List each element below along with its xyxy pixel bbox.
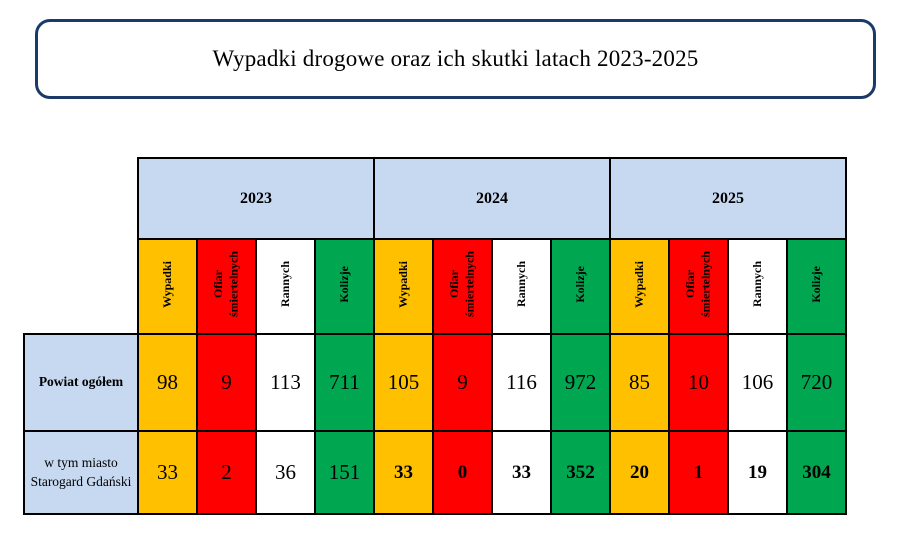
category-header-row: Wypadki Ofiar śmiertelnych Rannych Kolizje W… [24, 238, 847, 335]
value-cell: 0 [432, 430, 493, 515]
value-cell: 352 [550, 430, 611, 515]
value-cell: 1 [668, 430, 729, 515]
category-header-cell: Rannych [491, 238, 552, 335]
category-header-label: Kolizje [572, 265, 587, 303]
value-cell: 33 [491, 430, 552, 515]
category-header-cell: Wypadki [609, 238, 670, 335]
category-header-cell: Kolizje [786, 238, 847, 335]
category-header-label: Rannych [749, 260, 764, 307]
value-cell: 105 [373, 333, 434, 432]
row-label-cell: w tym miasto Starogard Gdański [23, 430, 139, 515]
category-header-label: Wypadki [631, 260, 646, 308]
category-header-cell: Ofiar śmiertelnych [196, 238, 257, 335]
value-cell: 2 [196, 430, 257, 515]
value-cell: 151 [314, 430, 375, 515]
table-corner-spacer [24, 158, 138, 334]
value-cell: 98 [137, 333, 198, 432]
category-header-label: Kolizje [336, 265, 351, 303]
value-cell: 36 [255, 430, 316, 515]
category-header-cell: Rannych [255, 238, 316, 335]
value-cell: 9 [432, 333, 493, 432]
category-header-label: Ofiar śmiertelnych [682, 251, 713, 317]
category-header-label: Wypadki [159, 260, 174, 308]
value-cell: 304 [786, 430, 847, 515]
value-cell: 9 [196, 333, 257, 432]
value-cell: 106 [727, 333, 788, 432]
year-header-row: 2023 2024 2025 [24, 157, 847, 240]
value-cell: 33 [137, 430, 198, 515]
table-row: w tym miasto Starogard Gdański 33 2 36 151 33… [23, 430, 847, 515]
category-header-label: Rannych [277, 260, 292, 307]
category-header-cell: Ofiar śmiertelnych [668, 238, 729, 335]
category-header-cell: Kolizje [314, 238, 375, 335]
value-cell: 10 [668, 333, 729, 432]
category-header-cell: Kolizje [550, 238, 611, 335]
category-header-cell: Wypadki [137, 238, 198, 335]
category-header-label: Kolizje [808, 265, 823, 303]
category-header-cell: Rannych [727, 238, 788, 335]
value-cell: 720 [786, 333, 847, 432]
year-header-cell: 2024 [373, 157, 611, 240]
value-cell: 33 [373, 430, 434, 515]
row-label-cell: Powiat ogółem [23, 333, 139, 432]
value-cell: 113 [255, 333, 316, 432]
value-cell: 116 [491, 333, 552, 432]
value-cell: 972 [550, 333, 611, 432]
category-header-label: Ofiar śmiertelnych [210, 251, 241, 317]
category-header-cell: Ofiar śmiertelnych [432, 238, 493, 335]
value-cell: 20 [609, 430, 670, 515]
category-header-label: Wypadki [395, 260, 410, 308]
category-header-label: Ofiar śmiertelnych [446, 251, 477, 317]
title-box: Wypadki drogowe oraz ich skutki latach 2… [35, 19, 876, 99]
category-header-cell: Wypadki [373, 238, 434, 335]
value-cell: 711 [314, 333, 375, 432]
table-row: Powiat ogółem 98 9 113 711 105 9 116 972 85 10 106 7… [23, 333, 847, 432]
value-cell: 85 [609, 333, 670, 432]
year-header-cell: 2023 [137, 157, 375, 240]
value-cell: 19 [727, 430, 788, 515]
category-header-label: Rannych [513, 260, 528, 307]
year-header-cell: 2025 [609, 157, 847, 240]
page-title: Wypadki drogowe oraz ich skutki latach 2… [212, 46, 699, 71]
accidents-table: 2023 2024 2025 Wypadki Ofiar śmiertelnych Ran… [23, 157, 847, 515]
